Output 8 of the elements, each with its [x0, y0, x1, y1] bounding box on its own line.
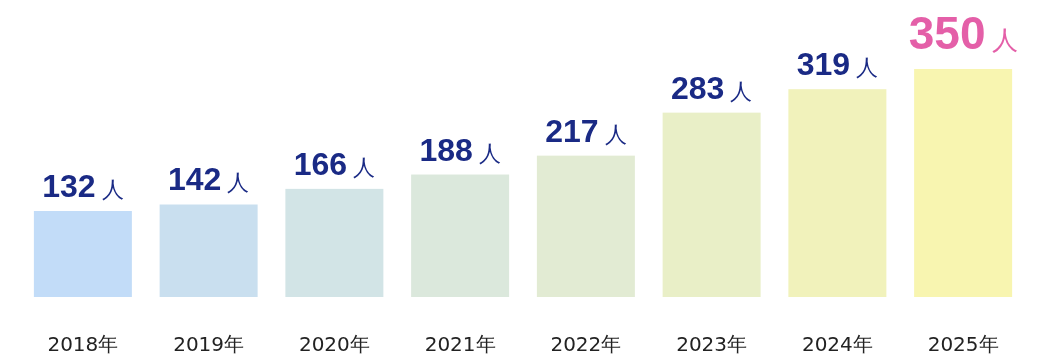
x-tick-label: 2025年	[927, 332, 999, 356]
x-tick-label: 2021年	[424, 332, 496, 356]
x-tick-label: 2020年	[298, 332, 370, 356]
x-tick-label: 2023年	[676, 332, 748, 356]
x-tick-label: 2022年	[550, 332, 622, 356]
x-tick-label: 2018年	[47, 332, 119, 356]
x-tick-label: 2024年	[801, 332, 873, 356]
x-tick-label: 2019年	[173, 332, 245, 356]
